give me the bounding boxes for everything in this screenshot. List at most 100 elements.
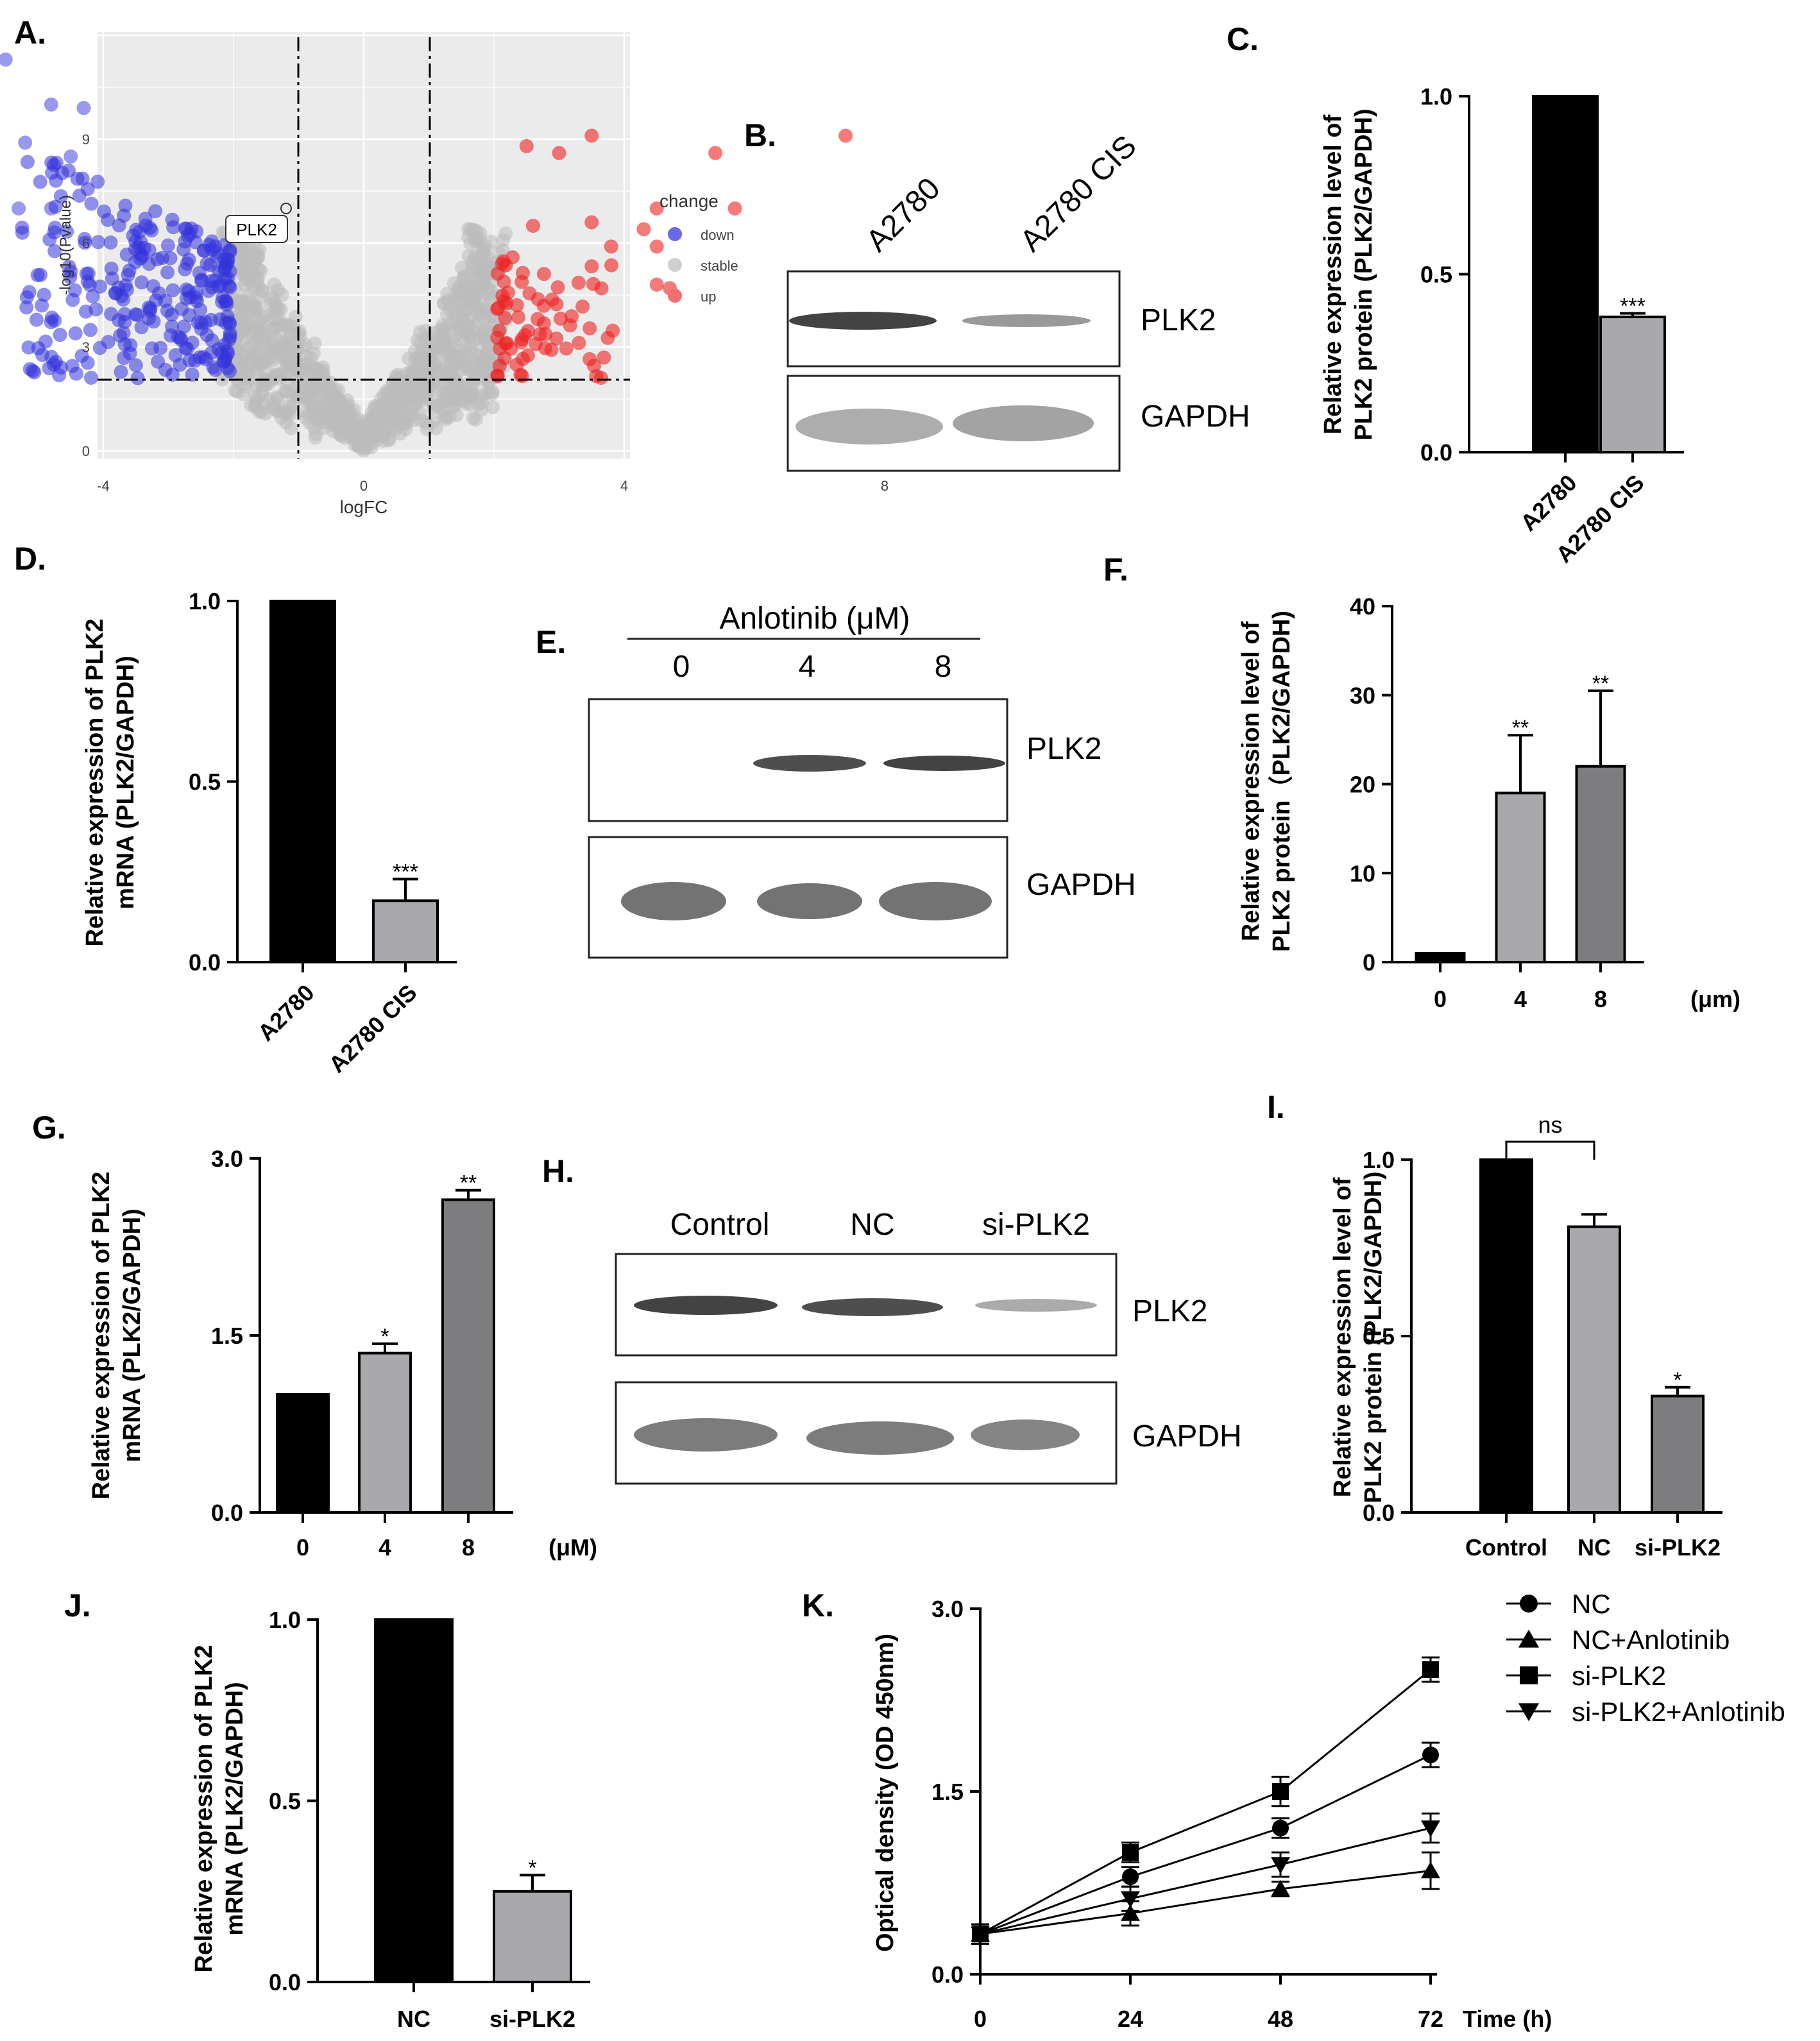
volcano-point-down [128, 307, 143, 322]
volcano-point-down [221, 279, 236, 294]
data-point-k-3-2 [1271, 1857, 1290, 1874]
panel-label-e: E. [536, 624, 566, 660]
y-axis-label-line-f: Relative expression level of [1237, 621, 1264, 941]
volcano-point-down [92, 341, 107, 355]
category-label-d-1: A2780 CIS [323, 979, 422, 1078]
volcano-point-stable [449, 408, 464, 423]
volcano-point-stable [375, 419, 390, 434]
volcano-point-stable [234, 251, 248, 266]
volcano-point-down [176, 242, 191, 257]
lane-label-a2780: A2780 [860, 171, 947, 258]
volcano-point-down [111, 280, 126, 295]
volcano-point-up [549, 331, 564, 346]
volcano-point-down [82, 278, 97, 292]
x-tick-label-k: 0 [974, 2006, 987, 2032]
volcano-point-stable [429, 382, 443, 397]
legend-marker-k-0 [1520, 1595, 1538, 1613]
chart-c: C. 0.0 0.5 1.0 Relative expression level of P… [1227, 21, 1684, 568]
volcano-point-stable [248, 396, 263, 411]
chart-j: J. 0.0 0.5 1.0 Relative expression of PLK2 mR… [64, 1588, 590, 2032]
volcano-point-stable [466, 261, 481, 276]
volcano-point-down [68, 326, 83, 341]
volcano-point-down [134, 320, 149, 335]
volcano-point-down [166, 283, 180, 298]
volcano-x-tick-label: -4 [97, 478, 110, 494]
volcano-point-down [80, 182, 95, 196]
volcano-point-down [44, 310, 59, 325]
legend-swatch-up [668, 289, 682, 303]
volcano-point-up [838, 128, 853, 143]
volcano-point-stable [285, 355, 300, 369]
legend-marker-k-1 [1518, 1629, 1540, 1648]
volcano-point-down [153, 341, 168, 355]
y-tick-label-d: 0.5 [189, 769, 221, 795]
volcano-point-stable [245, 300, 260, 314]
band-b-plk2-a2780 [789, 312, 937, 330]
volcano-point-up [490, 301, 505, 316]
volcano-point-up [604, 258, 619, 273]
volcano-point-down [22, 362, 37, 377]
lane-label-control: Control [670, 1208, 770, 1242]
bar-c-0 [1532, 95, 1599, 453]
y-axis-label-line-j: mRNA (PLK2/GAPDH) [221, 1682, 248, 1936]
legend-label-down: down [701, 227, 735, 243]
bar-j-0 [374, 1618, 454, 1983]
bar-f-2 [1575, 765, 1626, 963]
y-tick-label-f: 30 [1350, 682, 1375, 709]
category-label-f-2: 8 [1594, 986, 1607, 1012]
legend-label-k-0: NC [1572, 1589, 1611, 1619]
volcano-y-tick-label: 0 [82, 443, 90, 459]
data-point-k-1-1 [1121, 1904, 1140, 1921]
volcano-point-down [130, 371, 145, 385]
volcano-point-down [217, 260, 232, 275]
legend-label-up: up [701, 289, 716, 305]
volcano-point-down [89, 302, 103, 317]
category-label-f-0: 0 [1434, 986, 1447, 1012]
y-tick-label-c: 0.5 [1420, 262, 1452, 288]
volcano-point-down [179, 282, 194, 297]
volcano-point-down [61, 163, 76, 178]
band-e-gapdh-8 [879, 882, 992, 920]
volcano-point-up [600, 330, 615, 345]
volcano-point-up [518, 328, 532, 343]
category-label-i-2: si-PLK2 [1635, 1534, 1721, 1561]
volcano-point-down [65, 359, 80, 373]
legend-marker-k-2 [1520, 1666, 1538, 1684]
volcano-point-stable [423, 371, 438, 386]
significance-mark-f-1: ** [1512, 716, 1529, 740]
y-axis-label-line-i: PLK2 protein (PLK2/GAPDH) [1360, 1171, 1387, 1503]
volcano-point-stable [250, 271, 265, 285]
data-point-k-2-2 [1272, 1783, 1289, 1800]
volcano-point-stable [376, 434, 391, 448]
volcano-point-down [165, 368, 180, 382]
y-tick-label-i: 0.0 [1363, 1500, 1395, 1526]
lane-label-e-4: 4 [799, 650, 816, 684]
y-axis-label-c: Relative expression level of PLK2 protein… [1320, 108, 1377, 440]
volcano-point-down [76, 101, 91, 115]
series-line-k-0 [980, 1754, 1431, 1935]
volcano-point-down [77, 232, 92, 246]
volcano-point-down [148, 204, 163, 219]
volcano-point-stable [364, 412, 379, 427]
volcano-point-down [37, 287, 51, 302]
bar-d-0 [269, 600, 336, 963]
legend-label-k-1: NC+Anlotinib [1572, 1625, 1730, 1655]
panel-label-c: C. [1227, 21, 1259, 57]
volcano-point-stable [268, 296, 282, 310]
y-tick-label-f: 0 [1363, 949, 1375, 976]
y-tick-label-k: 3.0 [931, 1596, 964, 1622]
volcano-point-up [572, 335, 586, 350]
significance-mark-c-1: *** [1620, 294, 1646, 319]
significance-mark-g-2: ** [460, 1171, 477, 1196]
volcano-point-stable [484, 234, 498, 249]
legend-marker-k-3 [1518, 1703, 1540, 1722]
category-label-i-0: Control [1465, 1534, 1547, 1561]
volcano-point-up [597, 350, 611, 365]
plk2-point-marker [280, 203, 292, 214]
bar-j-1 [493, 1890, 572, 1983]
volcano-point-stable [335, 427, 350, 441]
volcano-point-down [218, 316, 233, 330]
volcano-point-down [182, 308, 197, 323]
volcano-x-tick-label: 8 [881, 478, 889, 494]
